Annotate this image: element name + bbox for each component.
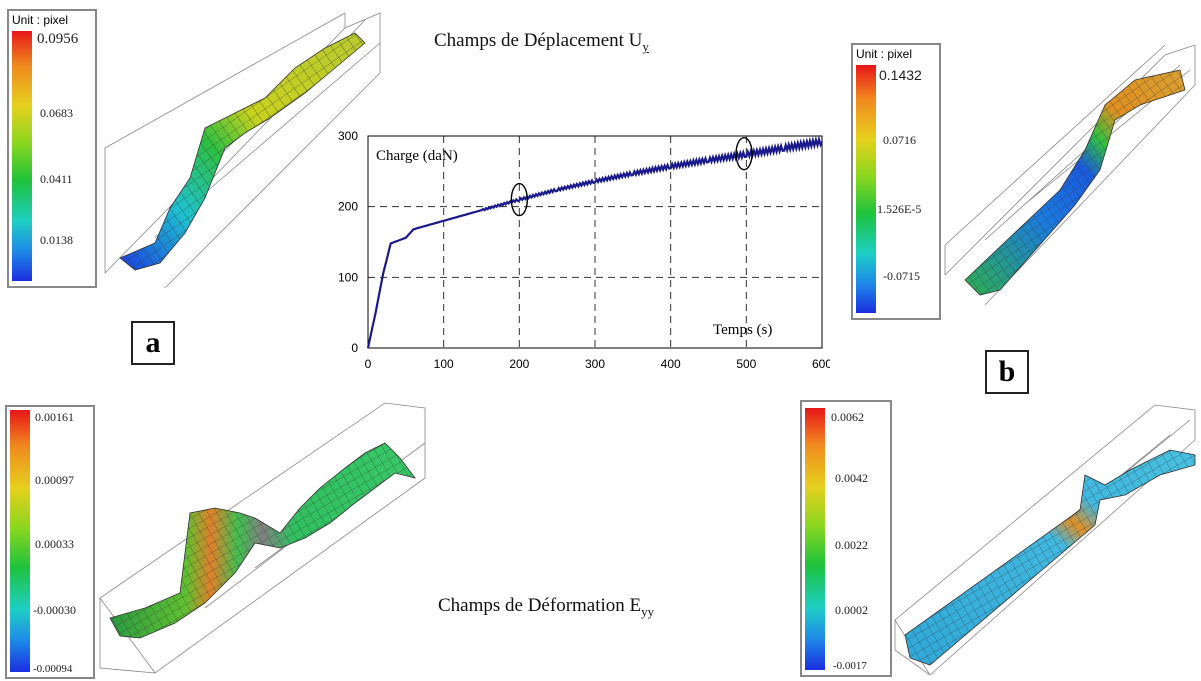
displacement-title: Champs de Déplacement Uy (434, 30, 649, 55)
colorbar-b-gradient (856, 65, 876, 313)
strain-title-subscript: yy (641, 603, 655, 619)
annotation-ellipse (735, 136, 753, 171)
colorbar-b-unit: Unit : pixel (856, 47, 913, 61)
x-tick-label: 500 (736, 357, 756, 371)
y-tick-label: 0 (351, 341, 358, 355)
x-axis-label: Temps (s) (713, 322, 772, 338)
y-tick-label: 100 (338, 270, 358, 284)
colorbar-d-label-5: -0.0017 (833, 660, 867, 672)
load-time-chart: 0 100 200 300 400 500 600 0 100 200 300 Charge (d… (338, 129, 830, 371)
colorbar-a-unit: Unit : pixel (12, 13, 69, 27)
annotations (510, 136, 753, 217)
surface-plot-a (104, 12, 381, 289)
colorbar-c: 0.00161 0.00097 0.00033 -0.00030 -0.0009… (5, 405, 95, 679)
colorbar-d-gradient (805, 408, 825, 670)
colorbar-c-label-3: 0.00033 (35, 537, 74, 551)
colorbar-d-label-4: 0.0002 (835, 603, 868, 617)
colorbar-d-label-2: 0.0042 (835, 471, 868, 485)
y-tick-label: 200 (338, 200, 358, 214)
y-axis-ticks: 0 100 200 300 (338, 129, 358, 355)
colorbar-a-label-1: 0.0956 (37, 31, 79, 47)
panel-label-a: a (131, 321, 175, 365)
strain-title-text: Champs de Déformation E (438, 595, 642, 616)
colorbar-a: Unit : pixel 0.0956 0.0683 0.0411 0.0138 (7, 9, 97, 288)
y-tick-label: 300 (338, 129, 358, 143)
colorbar-a-label-4: 0.0138 (40, 233, 73, 247)
chart-grid (368, 136, 822, 348)
colorbar-d-label-3: 0.0022 (835, 538, 868, 552)
colorbar-c-label-5: -0.00094 (33, 663, 73, 675)
annotation-ellipse (510, 182, 529, 217)
panel-label-b: b (985, 350, 1029, 394)
colorbar-a-gradient (12, 31, 32, 281)
colorbar-c-gradient (10, 410, 30, 672)
x-tick-label: 300 (585, 357, 605, 371)
chart-plot-frame (367, 135, 823, 349)
surface-plot-d (894, 404, 1196, 676)
colorbar-d-label-1: 0.0062 (831, 410, 864, 424)
y-axis-label: Charge (daN) (376, 148, 458, 164)
displacement-title-text: Champs de Déplacement U (434, 30, 643, 51)
colorbar-c-label-2: 0.00097 (35, 473, 74, 487)
x-tick-label: 100 (434, 357, 454, 371)
colorbar-d: 0.0062 0.0042 0.0022 0.0002 -0.0017 (800, 400, 892, 677)
colorbar-b-label-1: 0.1432 (879, 67, 922, 83)
colorbar-c-label-1: 0.00161 (35, 410, 74, 424)
colorbar-a-label-3: 0.0411 (40, 172, 73, 186)
colorbar-b: Unit : pixel 0.1432 0.0716 1.526E-5 -0.0… (851, 43, 941, 320)
series-line (366, 135, 823, 349)
surface-plot-b (944, 44, 1196, 306)
displacement-title-subscript: y (642, 38, 649, 54)
x-tick-label: 0 (365, 357, 372, 371)
colorbar-c-label-4: -0.00030 (33, 603, 76, 617)
colorbar-a-label-2: 0.0683 (40, 106, 73, 120)
strain-title: Champs de Déformation Eyy (438, 595, 654, 620)
colorbar-b-label-4: -0.0715 (883, 269, 920, 283)
colorbar-b-label-3: 1.526E-5 (877, 202, 922, 216)
x-tick-label: 200 (509, 357, 529, 371)
x-axis-ticks: 0 100 200 300 400 500 600 (365, 357, 830, 371)
x-tick-label: 600 (812, 357, 830, 371)
surface-plot-c (99, 402, 426, 674)
x-tick-label: 400 (661, 357, 681, 371)
colorbar-b-label-2: 0.0716 (883, 133, 916, 147)
